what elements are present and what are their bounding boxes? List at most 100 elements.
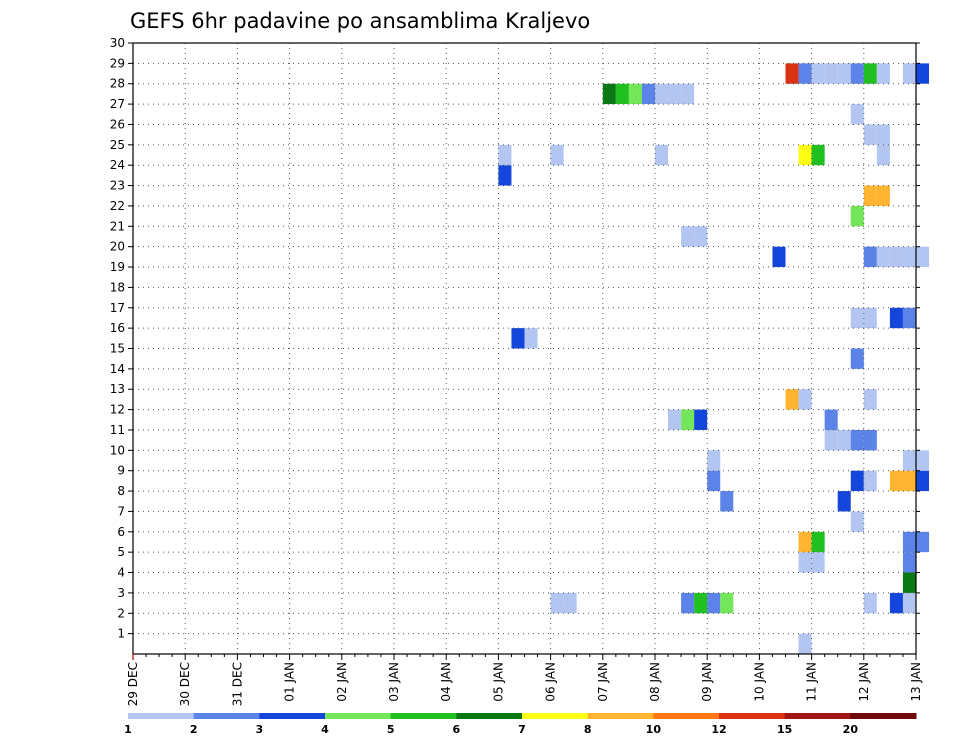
heatmap-cell <box>707 470 721 492</box>
y-tick-label: 10 <box>110 443 125 457</box>
grid-layer <box>133 43 916 654</box>
heatmap-cell <box>902 246 916 268</box>
y-tick-label: 2 <box>117 606 125 620</box>
heatmap-cell <box>863 307 877 329</box>
heatmap-cell <box>694 409 708 430</box>
heatmap-cell <box>524 328 538 349</box>
heatmap-cell <box>498 165 512 186</box>
colorbar-label: 10 <box>646 723 662 736</box>
heatmap-cell <box>863 470 877 492</box>
heatmap-cell <box>785 389 799 410</box>
heatmap-cell <box>902 307 916 329</box>
colorbar-segment <box>522 713 589 719</box>
y-tick-label: 1 <box>117 627 125 641</box>
colorbar-label: 2 <box>190 723 198 736</box>
heatmap-cell <box>863 246 877 268</box>
heatmap-cell <box>850 511 864 532</box>
heatmap-cell <box>850 429 864 451</box>
y-tick-label: 20 <box>110 240 125 254</box>
y-tick-label: 18 <box>110 280 125 294</box>
heatmap-cell <box>668 83 682 105</box>
colorbar-segment <box>325 713 392 719</box>
heatmap-cell <box>876 124 890 145</box>
colorbar-segment <box>259 713 326 719</box>
y-tick-label: 25 <box>110 138 125 152</box>
y-tick-label: 7 <box>117 504 125 518</box>
heatmap-cell <box>550 592 564 614</box>
heatmap-cell <box>798 63 812 84</box>
colorbar-segment <box>784 713 851 719</box>
heatmap-cell <box>668 409 682 430</box>
y-tick-label: 24 <box>110 158 125 172</box>
y-tick-label: 26 <box>110 117 125 131</box>
colorbar-segment <box>587 713 654 719</box>
colorbar-segment <box>719 713 786 719</box>
y-tick-label: 19 <box>110 260 125 274</box>
heatmap-cell <box>811 531 825 553</box>
heatmap-cell <box>863 124 877 145</box>
heatmap-cell <box>916 531 930 553</box>
heatmap-cell <box>889 307 903 329</box>
heatmap-cell <box>850 63 864 84</box>
heatmap-cell <box>863 592 877 614</box>
heatmap-cell <box>889 470 903 492</box>
heatmap-cell <box>550 144 564 166</box>
heatmap-cell <box>707 592 721 614</box>
heatmap-cell <box>681 409 695 430</box>
colorbar-label: 15 <box>777 723 792 736</box>
x-tick-label: 11 JAN <box>805 662 819 702</box>
heatmap-cell <box>850 348 864 369</box>
colorbar-label: 8 <box>584 723 592 736</box>
heatmap-cell <box>798 389 812 410</box>
heatmap-cell <box>850 470 864 492</box>
heatmap-cell <box>902 450 916 471</box>
y-tick-label: 21 <box>110 219 125 233</box>
heatmap-cell <box>824 429 838 451</box>
y-tick-label: 29 <box>110 56 125 70</box>
heatmap-cell <box>902 531 916 553</box>
y-tick-label: 6 <box>117 525 125 539</box>
x-tick-label: 06 JAN <box>544 662 558 702</box>
heatmap-cell <box>902 592 916 614</box>
heatmap-cell <box>876 246 890 268</box>
colorbar-label: 20 <box>843 723 859 736</box>
heatmap-cell <box>655 144 669 166</box>
heatmap-cell <box>655 83 669 105</box>
colorbar-label: 6 <box>453 723 461 736</box>
x-tick-label: 01 JAN <box>283 662 297 702</box>
heatmap-cell <box>837 63 851 84</box>
heatmap-cell <box>681 226 695 247</box>
heatmap-cell <box>850 205 864 227</box>
heatmap-cell <box>837 429 851 451</box>
heatmap-cell <box>811 63 825 84</box>
y-tick-label: 3 <box>117 586 125 600</box>
y-tick-label: 13 <box>110 382 125 396</box>
x-tick-label: 29 DEC <box>126 662 140 706</box>
x-tick-label: 30 DEC <box>178 662 192 706</box>
heatmap-cell <box>837 491 851 512</box>
x-tick-label: 04 JAN <box>439 662 453 702</box>
colorbar-segment <box>128 713 195 719</box>
x-tick-label: 03 JAN <box>387 662 401 702</box>
colorbar-segment <box>850 713 917 719</box>
heatmap-cell <box>681 592 695 614</box>
heatmap-cell <box>850 307 864 329</box>
x-tick-label: 05 JAN <box>491 662 505 702</box>
heatmap-cell <box>916 470 930 492</box>
heatmap-cell <box>902 572 916 593</box>
colorbar-segment <box>193 713 260 719</box>
heatmap-cell <box>863 429 877 451</box>
colorbar: 1 2 3 4 5 6 7 8 10 12 15 20 <box>124 713 917 736</box>
heatmap-cell <box>863 389 877 410</box>
y-tick-label: 30 <box>110 36 125 50</box>
heatmap-cell <box>720 592 734 614</box>
axes-layer: 1234567891011121314151617181920212223242… <box>110 36 923 706</box>
heatmap-cell <box>902 552 916 573</box>
colorbar-segment <box>456 713 523 719</box>
heatmap-cell <box>720 491 734 512</box>
colorbar-label: 3 <box>256 723 264 736</box>
cells-layer <box>498 63 930 654</box>
y-tick-label: 11 <box>110 423 125 437</box>
heatmap-cell <box>798 144 812 166</box>
